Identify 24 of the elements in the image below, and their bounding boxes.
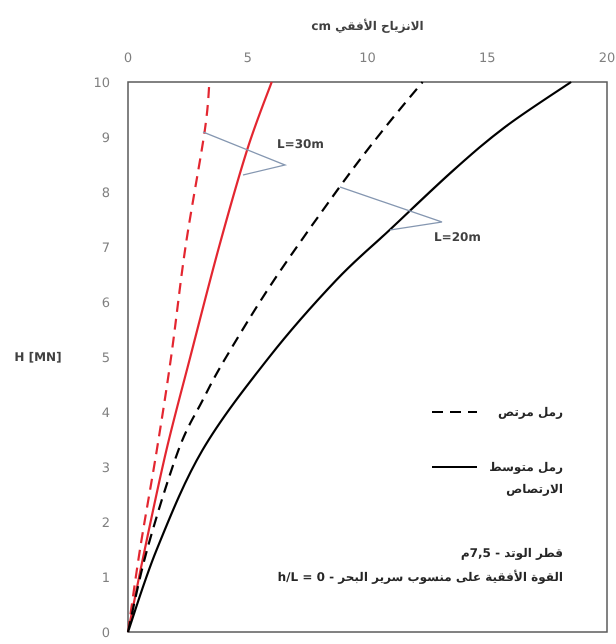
y-axis-title: H [MN] (14, 350, 62, 364)
annotation: L=30m (277, 137, 324, 151)
y-tick-label: 10 (93, 76, 110, 91)
annotation: h/L = 0 - القوة الأفقية على منسوب سرير البحر (278, 569, 563, 584)
x-tick-label: 20 (598, 51, 616, 66)
y-tick-label: 6 (102, 296, 110, 311)
annotation: قطر الوتد - 7,5م (460, 546, 563, 560)
y-tick-label: 5 (102, 351, 110, 366)
annotation: L=20m (434, 230, 481, 244)
y-tick-label: 4 (102, 406, 110, 421)
y-tick-label: 1 (102, 571, 110, 586)
x-tick-label: 15 (478, 51, 496, 66)
y-tick-label: 7 (102, 241, 110, 256)
x-tick-label: 10 (359, 51, 376, 66)
y-tick-label: 0 (102, 626, 110, 641)
legend-label: رمل متوسط الارتصاص (489, 460, 564, 496)
x-tick-label: 0 (124, 51, 132, 66)
x-tick-label: 5 (244, 51, 252, 66)
x-axis-title: الانزياح الأفقي cm (311, 18, 424, 33)
legend-label: رمل مرتص (498, 405, 564, 419)
y-tick-label: 2 (102, 516, 110, 531)
y-tick-label: 8 (102, 186, 110, 201)
y-tick-label: 9 (102, 131, 110, 146)
y-tick-label: 3 (102, 461, 110, 476)
